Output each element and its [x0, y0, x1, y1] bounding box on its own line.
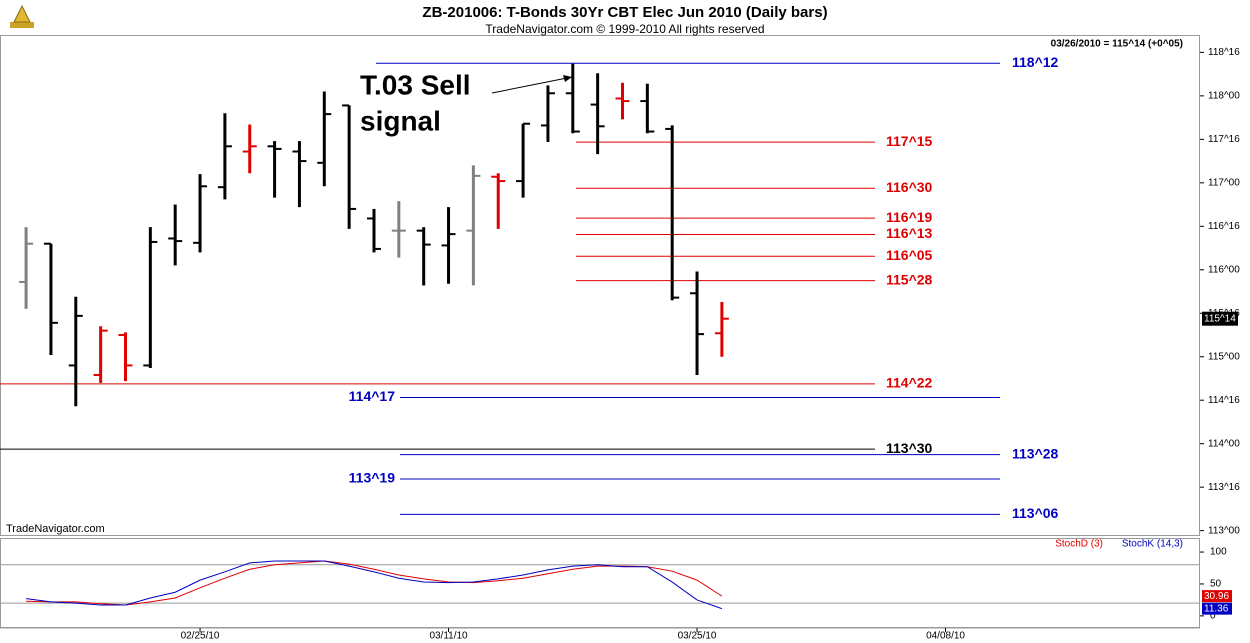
y-tick-label: 117^16: [1208, 134, 1240, 145]
y-tick-label: 114^00: [1208, 438, 1240, 449]
y-tick-label: 117^00: [1208, 177, 1240, 188]
chart-subtitle: TradeNavigator.com © 1999-2010 All right…: [485, 22, 764, 36]
legend-entry: StochK (14,3): [1122, 539, 1183, 550]
level-label: 113^19: [349, 470, 396, 486]
x-tick-label: 04/08/10: [926, 631, 965, 642]
level-label: 113^30: [886, 440, 933, 456]
y-tick-label: 115^00: [1208, 351, 1240, 362]
y-tick-label: 118^16: [1208, 47, 1240, 58]
y-tick-label: 113^00: [1208, 525, 1240, 536]
last-value-box: [1202, 602, 1232, 615]
arrow-head: [563, 75, 572, 82]
last-price-label: 115^14: [1204, 313, 1236, 324]
y-tick-label: 50: [1210, 579, 1222, 590]
level-label: 114^22: [886, 375, 933, 391]
level-label: 115^28: [886, 271, 933, 287]
x-tick-label: 02/25/10: [181, 631, 220, 642]
level-label: 114^17: [349, 388, 396, 404]
level-label: 113^06: [1012, 505, 1059, 521]
last-value-label: 30.96: [1204, 591, 1229, 602]
level-label: 116^13: [886, 225, 933, 241]
annotation: signal: [360, 105, 441, 136]
y-tick-label: 118^00: [1208, 91, 1240, 102]
stoch-line: [26, 560, 723, 610]
level-label: 116^05: [886, 247, 933, 263]
level-label: 113^28: [1012, 445, 1059, 461]
legend-entry: StochD (3): [1055, 539, 1103, 550]
logo: [10, 4, 34, 28]
x-tick-label: 03/11/10: [429, 631, 468, 642]
level-label: 116^30: [886, 179, 933, 195]
y-tick-label: 116^16: [1208, 221, 1240, 232]
level-label: 116^19: [886, 209, 933, 225]
y-tick-label: 113^16: [1208, 482, 1240, 493]
last-value-label: 11.36: [1204, 603, 1229, 614]
chart-title: ZB-201006: T-Bonds 30Yr CBT Elec Jun 201…: [422, 4, 827, 21]
price-frame: [0, 35, 1200, 536]
level-label: 118^12: [1012, 54, 1059, 70]
y-tick-label: 100: [1210, 547, 1227, 558]
y-tick-label: 116^00: [1208, 264, 1240, 275]
annotation-arrow: [491, 76, 573, 94]
watermark: TradeNavigator.com: [6, 523, 105, 535]
last-price-box: [1202, 311, 1238, 326]
annotation: T.03 Sell: [360, 69, 471, 100]
last-value-box: [1202, 590, 1232, 603]
stoch-line: [26, 560, 723, 606]
y-tick-label: 114^16: [1208, 395, 1240, 406]
y-tick-label: 0: [1210, 611, 1216, 622]
info: 03/26/2010 = 115^14 (+0^05): [1051, 39, 1183, 50]
level-label: 117^15: [886, 133, 933, 149]
x-tick-label: 03/25/10: [678, 631, 717, 642]
